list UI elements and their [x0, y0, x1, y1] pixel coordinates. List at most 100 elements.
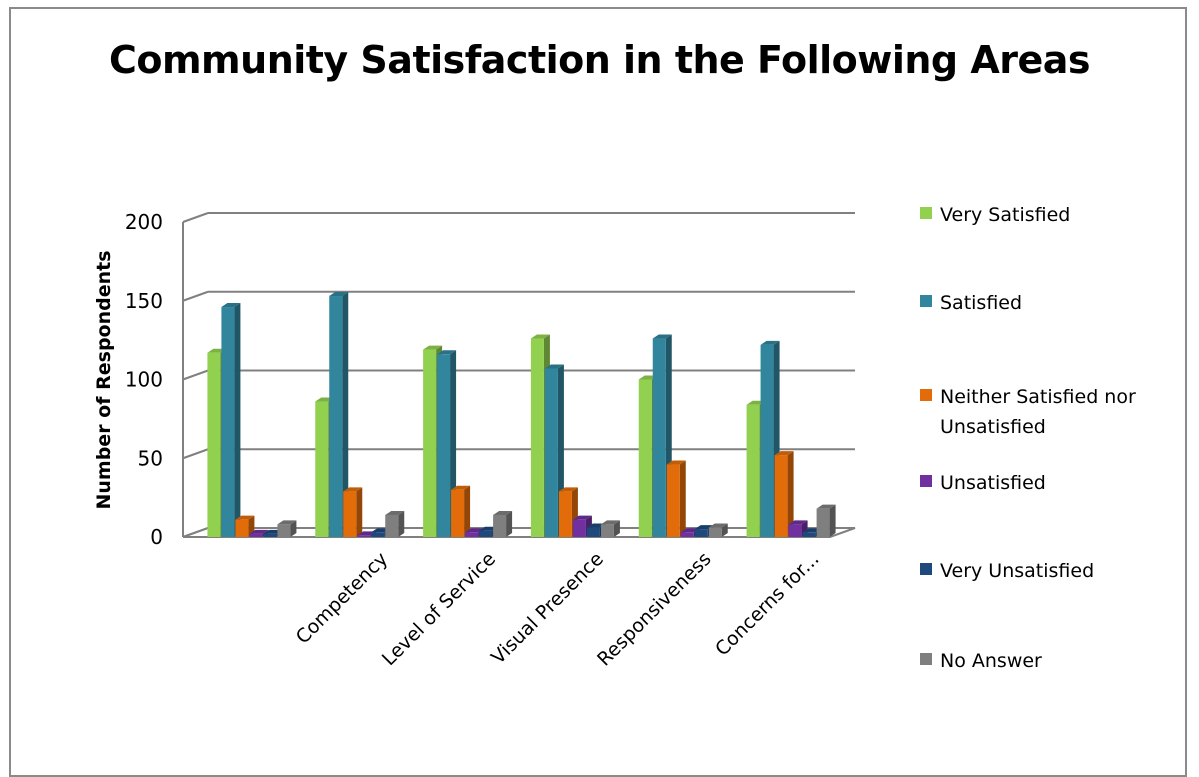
bar-front: [437, 354, 451, 537]
legend-label: No Answer: [940, 650, 1042, 672]
bar-front: [423, 349, 437, 537]
legend-label: Satisfied: [940, 292, 1023, 314]
bar-top: [235, 515, 255, 520]
bar-top: [760, 340, 780, 345]
bar-top: [788, 520, 808, 525]
bar-front: [235, 519, 249, 537]
bar-front: [586, 527, 600, 537]
bar-front: [816, 508, 830, 537]
legend-item: No Answer: [920, 646, 1180, 676]
legend-swatch: [920, 475, 932, 487]
bar-top: [558, 487, 578, 492]
x-tick-label: Responsiveness: [593, 548, 716, 671]
bar-top: [666, 460, 686, 465]
bar: [277, 520, 297, 537]
bar-front: [221, 307, 235, 537]
y-axis-title: Number of Respondents: [93, 250, 115, 509]
bar-top: [530, 334, 550, 339]
bar-front: [329, 296, 343, 537]
gridline-diagonal: [182, 212, 209, 223]
bar-top: [437, 350, 457, 355]
legend-label: Neither Satisfied nor Unsatisfied: [940, 386, 1136, 438]
bar-top: [708, 523, 728, 528]
bar-front: [572, 519, 586, 537]
x-tick-label: Level of Service: [378, 548, 500, 670]
bar-front: [343, 491, 357, 537]
bar-side: [234, 303, 241, 537]
gridline-diagonal: [182, 290, 209, 302]
legend-swatch: [920, 653, 932, 665]
x-tick-label: Competency: [292, 548, 392, 648]
bar: [329, 292, 349, 537]
bar-front: [638, 379, 652, 537]
y-tick-label: 100: [125, 368, 163, 392]
bar-top: [423, 345, 443, 350]
bar-top: [652, 334, 672, 339]
legend-swatch: [920, 389, 932, 401]
bar: [385, 510, 405, 537]
chart-title: Community Satisfaction in the Following …: [108, 38, 1091, 82]
bar-side: [679, 460, 686, 537]
bar-top: [600, 520, 620, 525]
bar-front: [694, 529, 708, 537]
bar-front: [357, 535, 371, 537]
bar-front: [544, 368, 558, 537]
bar-top: [493, 510, 513, 515]
bar-side: [721, 523, 728, 537]
bar-side: [613, 520, 620, 537]
chart-frame: [9, 7, 1187, 777]
gridline-diagonal: [182, 369, 209, 381]
bar-top: [451, 485, 471, 490]
bar-side: [398, 510, 405, 537]
bar: [774, 451, 794, 537]
legend-item: Very Satisfied: [920, 200, 1180, 230]
legend-swatch: [920, 207, 932, 219]
bar-top: [329, 292, 349, 297]
bar-top: [774, 451, 794, 456]
legend-swatch: [920, 563, 932, 575]
bar-top: [343, 487, 363, 492]
bar-front: [788, 524, 802, 537]
bar-front: [760, 344, 774, 537]
bar-side: [356, 487, 363, 537]
bar-front: [530, 338, 544, 537]
y-tick-label: 50: [138, 446, 163, 470]
x-tick-label: Visual Presence: [487, 548, 608, 669]
bar-front: [207, 352, 221, 537]
bar: [666, 460, 686, 537]
bar: [221, 303, 241, 537]
bar-top: [816, 504, 836, 509]
bar-side: [464, 485, 471, 537]
legend-label: Very Unsatisfied: [940, 560, 1095, 582]
bar-top: [249, 529, 269, 534]
bar-front: [652, 338, 666, 537]
bar: [343, 487, 363, 537]
bar-front: [802, 532, 816, 537]
legend-item: Neither Satisfied nor Unsatisfied: [920, 382, 1180, 442]
bar-front: [315, 401, 329, 537]
bar: [493, 510, 513, 537]
bar-side: [829, 504, 836, 537]
legend-item: Very Unsatisfied: [920, 556, 1180, 586]
bar-top: [572, 515, 592, 520]
bar-front: [493, 514, 507, 537]
bar-front: [558, 491, 572, 537]
legend-label: Unsatisfied: [940, 472, 1046, 494]
legend-label: Very Satisfied: [940, 204, 1071, 226]
bar-side: [506, 510, 513, 537]
bar-side: [290, 520, 297, 537]
bar-front: [249, 533, 263, 537]
bar-front: [680, 532, 694, 537]
bar-front: [385, 514, 399, 537]
bar-front: [371, 532, 385, 537]
bar-side: [787, 451, 794, 537]
legend-item: Satisfied: [920, 288, 1180, 318]
bar-front: [708, 527, 722, 537]
bar: [451, 485, 471, 537]
bar: [600, 520, 620, 537]
bar: [816, 504, 836, 537]
bar-front: [666, 464, 680, 537]
bar-top: [385, 510, 405, 515]
bar-front: [600, 524, 614, 537]
